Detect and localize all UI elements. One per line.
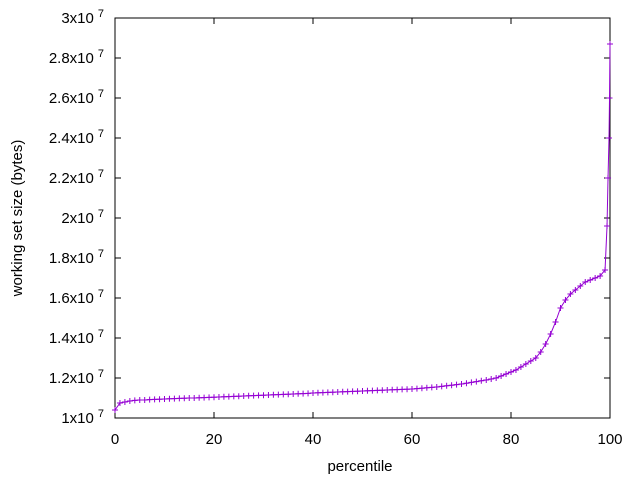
y-tick-label: 2.6x10 7 — [49, 88, 104, 107]
x-tick-label: 20 — [206, 431, 223, 448]
data-point — [562, 297, 569, 303]
data-point — [473, 378, 480, 385]
data-point — [605, 175, 612, 181]
data-point — [448, 382, 455, 389]
x-tick-label: 60 — [404, 431, 421, 448]
data-point — [498, 373, 505, 379]
data-point — [443, 382, 450, 389]
data-point — [602, 267, 609, 273]
y-tick-label: 2.8x10 7 — [49, 48, 104, 67]
data-point — [607, 41, 613, 47]
data-point — [567, 291, 574, 297]
y-tick-mantissa: 1.8x10 — [49, 250, 94, 267]
y-tick-mantissa: 2.4x10 — [49, 130, 94, 147]
y-tick-label: 2.4x10 7 — [49, 128, 104, 147]
x-tick-label: 80 — [503, 431, 520, 448]
data-point — [547, 331, 554, 337]
data-point — [557, 305, 564, 311]
y-tick-mantissa: 2.8x10 — [49, 50, 94, 67]
y-tick-label: 1x10 7 — [61, 408, 104, 427]
y-tick-mantissa: 2x10 — [61, 210, 94, 227]
data-point — [468, 379, 475, 386]
data-point — [606, 135, 613, 141]
data-point — [438, 383, 445, 390]
y-tick-mantissa: 1.2x10 — [49, 370, 94, 387]
y-tick-exponent: 7 — [98, 248, 104, 260]
y-tick-exponent: 7 — [98, 288, 104, 300]
x-tick-label: 100 — [597, 431, 622, 448]
data-point — [453, 381, 460, 388]
data-point — [592, 275, 599, 281]
y-tick-exponent: 7 — [98, 208, 104, 220]
data-point — [527, 358, 534, 364]
data-point — [508, 369, 514, 375]
data-point — [582, 279, 589, 285]
y-tick-exponent: 7 — [98, 408, 104, 420]
data-point — [478, 377, 485, 384]
data-point — [483, 377, 490, 383]
y-axis-label: working set size (bytes) — [9, 140, 26, 298]
y-tick-mantissa: 1.4x10 — [49, 330, 94, 347]
data-point — [537, 349, 544, 355]
data-point — [512, 367, 519, 373]
data-point — [458, 381, 465, 387]
data-point — [532, 355, 539, 361]
y-tick-mantissa: 1x10 — [61, 410, 94, 427]
data-point — [126, 398, 133, 404]
data-point — [604, 223, 611, 229]
data-point — [463, 380, 470, 387]
y-tick-exponent: 7 — [98, 48, 104, 60]
data-point — [517, 364, 524, 370]
data-point — [587, 277, 594, 283]
data-point — [121, 399, 128, 405]
x-axis-label: percentile — [327, 458, 392, 475]
y-tick-mantissa: 3x10 — [61, 10, 94, 27]
data-point — [577, 283, 584, 289]
data-point — [503, 371, 510, 377]
y-tick-label: 3x10 7 — [61, 8, 104, 27]
data-point — [112, 407, 118, 413]
data-point — [488, 376, 495, 382]
data-point — [433, 384, 440, 390]
y-tick-mantissa: 1.6x10 — [49, 290, 94, 307]
data-point — [493, 375, 500, 381]
y-tick-exponent: 7 — [98, 8, 104, 20]
y-tick-mantissa: 2.2x10 — [49, 170, 94, 187]
data-point — [522, 361, 529, 367]
y-tick-label: 1.6x10 7 — [49, 288, 104, 307]
y-tick-mantissa: 2.6x10 — [49, 90, 94, 107]
y-tick-label: 2x10 7 — [61, 208, 104, 227]
data-point — [552, 319, 559, 325]
data-point — [116, 400, 123, 406]
y-tick-exponent: 7 — [98, 368, 104, 380]
y-tick-exponent: 7 — [98, 328, 104, 340]
x-tick-label: 0 — [111, 431, 119, 448]
y-tick-label: 2.2x10 7 — [49, 168, 104, 187]
y-tick-label: 1.8x10 7 — [49, 248, 104, 267]
y-tick-exponent: 7 — [98, 88, 104, 100]
data-point — [597, 273, 604, 279]
y-tick-label: 1.4x10 7 — [49, 328, 104, 347]
data-point — [542, 341, 549, 347]
y-tick-exponent: 7 — [98, 168, 104, 180]
data-point — [572, 287, 579, 293]
data-point — [606, 95, 613, 101]
y-tick-label: 1.2x10 7 — [49, 368, 104, 387]
x-tick-label: 40 — [305, 431, 322, 448]
y-tick-exponent: 7 — [98, 128, 104, 140]
